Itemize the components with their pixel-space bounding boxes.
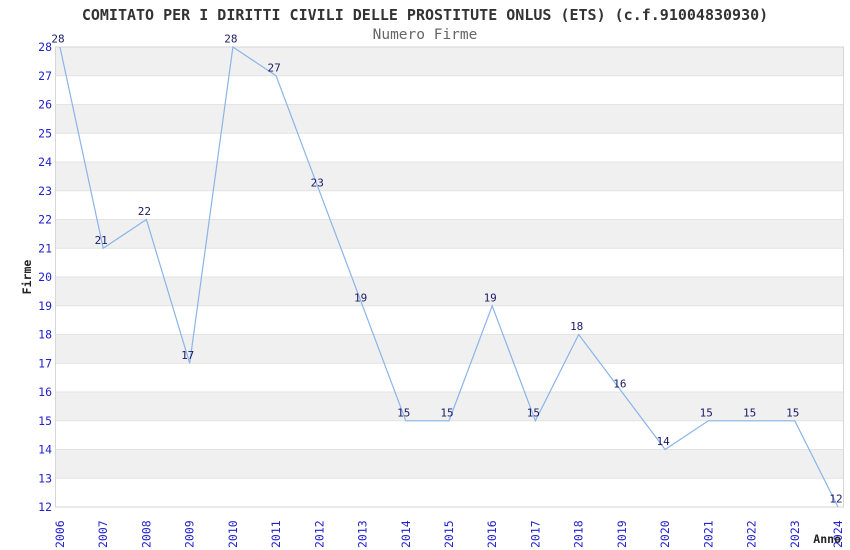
y-tick-label: 19 (38, 299, 52, 313)
y-tick-label: 22 (38, 213, 52, 227)
point-label: 14 (656, 435, 670, 448)
y-tick-label: 16 (38, 385, 52, 399)
x-tick-label: 2014 (399, 520, 413, 548)
stripe-band (55, 449, 844, 479)
x-tick-label: 2010 (226, 520, 240, 548)
y-tick-label: 23 (38, 184, 52, 198)
x-tick-label: 2021 (701, 520, 715, 548)
x-tick-label: 2016 (485, 520, 499, 548)
x-tick-label: 2009 (183, 520, 197, 548)
point-label: 28 (51, 33, 64, 46)
y-tick-label: 15 (38, 414, 52, 428)
y-tick-label: 24 (38, 155, 52, 169)
y-tick-label: 18 (38, 328, 52, 342)
x-axis-label: Anno (813, 532, 841, 546)
y-tick-label: 28 (38, 40, 52, 54)
x-tick-label: 2008 (139, 520, 153, 548)
point-label: 18 (570, 320, 583, 333)
point-label: 15 (786, 406, 799, 419)
x-tick-label: 2017 (528, 520, 542, 548)
y-tick-label: 14 (38, 443, 52, 457)
point-label: 28 (224, 33, 237, 46)
x-tick-label: 2015 (442, 520, 456, 548)
stripe-band (55, 277, 844, 306)
point-label: 15 (440, 406, 453, 419)
point-label: 12 (829, 493, 842, 506)
data-line (59, 45, 839, 508)
point-label: 21 (95, 234, 108, 247)
y-tick-label: 25 (38, 126, 52, 140)
point-label: 15 (397, 406, 410, 419)
y-tick-label: 17 (38, 356, 52, 370)
x-tick-label: 2006 (53, 520, 67, 548)
x-tick-label: 2022 (745, 520, 759, 548)
stripe-band (55, 334, 844, 364)
plot-border (55, 46, 844, 508)
x-tick-label: 2020 (658, 520, 672, 548)
x-tick-label: 2024 (831, 520, 845, 548)
point-label: 17 (181, 349, 194, 362)
point-label: 15 (743, 406, 756, 419)
chart-subtitle: Numero Firme (372, 27, 478, 43)
point-label: 22 (138, 205, 151, 218)
y-tick-label: 27 (38, 69, 52, 83)
stripe-band (55, 47, 844, 76)
x-tick-label: 2012 (312, 520, 326, 548)
point-label: 16 (613, 378, 626, 391)
x-tick-label: 2019 (615, 520, 629, 548)
point-label: 23 (311, 176, 324, 189)
point-label: 19 (354, 291, 367, 304)
y-tick-label: 13 (38, 471, 52, 485)
point-label: 15 (700, 406, 713, 419)
stripe-band (55, 392, 844, 421)
point-label: 15 (527, 406, 540, 419)
y-tick-label: 12 (38, 500, 52, 514)
stripe-band (55, 219, 844, 249)
y-axis-label: Firme (20, 260, 34, 295)
y-tick-label: 20 (38, 270, 52, 284)
point-label: 19 (484, 291, 497, 304)
point-labels: 28 21 22 17 28 27 23 19 15 15 19 15 18 16 14 15 15 15 12 (51, 33, 842, 506)
x-tick-label: 2007 (96, 520, 110, 548)
stripe-band (55, 162, 844, 191)
x-axis-ticks: 2006 2007 2008 2009 2010 2011 2012 2013 2014 2015… (53, 520, 845, 548)
x-tick-label: 2018 (572, 520, 586, 548)
x-tick-label: 2013 (356, 520, 370, 548)
point-label: 27 (267, 61, 280, 74)
y-tick-label: 21 (38, 241, 52, 255)
x-tick-label: 2011 (269, 520, 283, 548)
chart-title: COMITATO PER I DIRITTI CIVILI DELLE PROS… (81, 6, 769, 24)
y-tick-label: 26 (38, 98, 52, 112)
background-stripes (55, 47, 844, 479)
x-tick-label: 2023 (788, 520, 802, 548)
stripe-band (55, 104, 844, 134)
y-axis-ticks: 12 13 14 15 16 17 18 19 20 21 22 23 24 25 26 27 28 (38, 40, 52, 514)
